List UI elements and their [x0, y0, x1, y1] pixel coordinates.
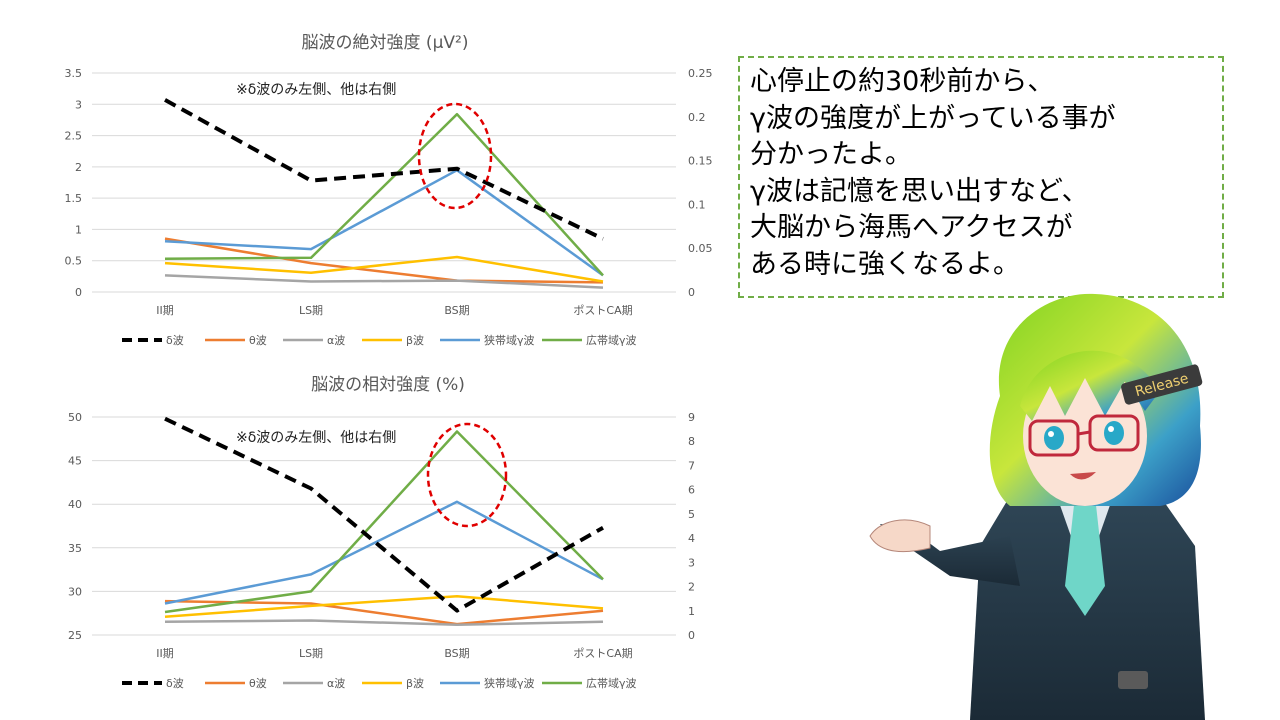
right-axis-tick: 7 — [688, 459, 695, 472]
legend-label: 狭帯域γ波 — [484, 334, 535, 347]
category-label: LS期 — [299, 304, 323, 317]
legend-label: α波 — [327, 677, 345, 690]
series-line — [164, 430, 604, 614]
right-axis-tick: 4 — [688, 532, 695, 545]
right-axis-tick: 0 — [688, 629, 695, 642]
series-line — [164, 274, 604, 289]
speech-line: 分かったよ。 — [750, 139, 912, 170]
legend-label: 広帯域γ波 — [586, 677, 637, 690]
left-axis-tick: 1 — [75, 223, 82, 236]
absolute-intensity-chart: 脳波の絶対強度 (μV²) 0 0.5 1 1.5 2 2.5 3 3.5 0 0.05 0.1 0… — [65, 33, 713, 347]
legend-label: α波 — [327, 334, 345, 347]
axis-note: ※δ波のみ左側、他は右側 — [236, 430, 396, 446]
right-axis-tick: 6 — [688, 484, 695, 497]
series-line — [164, 500, 604, 605]
legend-label: 狭帯域γ波 — [484, 677, 535, 690]
speech-line: 心停止の約30秒前から、 — [750, 66, 1055, 97]
right-axis-tick: 1 — [688, 605, 695, 618]
legend-label: β波 — [406, 334, 424, 347]
right-axis-tick: 0.2 — [688, 111, 706, 124]
legend-label: 広帯域γ波 — [586, 334, 637, 347]
left-axis-tick: 3.5 — [65, 67, 83, 80]
category-label: II期 — [156, 304, 174, 317]
right-axis-tick: 2 — [688, 581, 695, 594]
left-axis-tick: 0 — [75, 286, 82, 299]
left-axis-tick: 40 — [68, 498, 82, 511]
highlight-circle — [426, 422, 508, 528]
chart-title: 脳波の絶対強度 (μV²) — [302, 33, 469, 53]
series-line — [164, 98, 604, 241]
legend-label: δ波 — [166, 677, 184, 690]
legend-label: δ波 — [166, 334, 184, 347]
category-label: ポストCA期 — [573, 304, 632, 317]
category-label: LS期 — [299, 647, 323, 660]
speech-box: 心停止の約30秒前から、 γ波の強度が上がっている事が 分かったよ。 γ波は記憶… — [738, 56, 1224, 298]
series-line — [164, 112, 604, 277]
left-axis-tick: 25 — [68, 629, 82, 642]
left-axis-tick: 0.5 — [65, 255, 83, 268]
series-line — [164, 255, 604, 283]
right-axis-tick: 8 — [688, 435, 695, 448]
right-axis-tick: 3 — [688, 556, 695, 569]
legend-label: β波 — [406, 677, 424, 690]
right-axis-tick: 0.25 — [688, 67, 713, 80]
series-line — [164, 594, 604, 619]
category-label: BS期 — [444, 647, 469, 660]
chart-title: 脳波の相対強度 (%) — [311, 375, 465, 395]
speech-line: γ波は記憶を思い出すなど、 — [750, 175, 1089, 207]
right-axis-tick: 0 — [688, 286, 695, 299]
left-axis-tick: 3 — [75, 98, 82, 111]
category-label: BS期 — [444, 304, 469, 317]
left-axis-tick: 2.5 — [65, 130, 83, 143]
left-axis-tick: 2 — [75, 161, 82, 174]
right-axis-tick: 5 — [688, 508, 695, 521]
highlight-circle — [417, 102, 493, 210]
series-line — [164, 619, 604, 627]
left-axis-tick: 30 — [68, 585, 82, 598]
left-axis-tick: 45 — [68, 455, 82, 468]
speech-line: γ波の強度が上がっている事が — [750, 102, 1116, 134]
legend-label: θ波 — [249, 334, 267, 347]
right-axis-tick: 0.05 — [688, 242, 713, 255]
left-axis-tick: 50 — [68, 411, 82, 424]
character-illustration: Release — [869, 293, 1205, 720]
series-line — [164, 237, 604, 284]
series-line — [164, 168, 604, 277]
legend-label: θ波 — [249, 677, 267, 690]
right-axis-tick: 0.1 — [688, 198, 706, 211]
right-axis-tick: 9 — [688, 411, 695, 424]
series-line — [164, 416, 604, 613]
left-axis-tick: 1.5 — [65, 192, 83, 205]
speech-line: ある時に強くなるよ。 — [750, 248, 1020, 280]
right-axis-tick: 0.15 — [688, 155, 713, 168]
axis-note: ※δ波のみ左側、他は右側 — [236, 82, 396, 98]
speech-line: 大脳から海馬へアクセスが — [750, 212, 1073, 243]
category-label: ポストCA期 — [573, 647, 632, 660]
left-axis-tick: 35 — [68, 542, 82, 555]
category-label: II期 — [156, 647, 174, 660]
